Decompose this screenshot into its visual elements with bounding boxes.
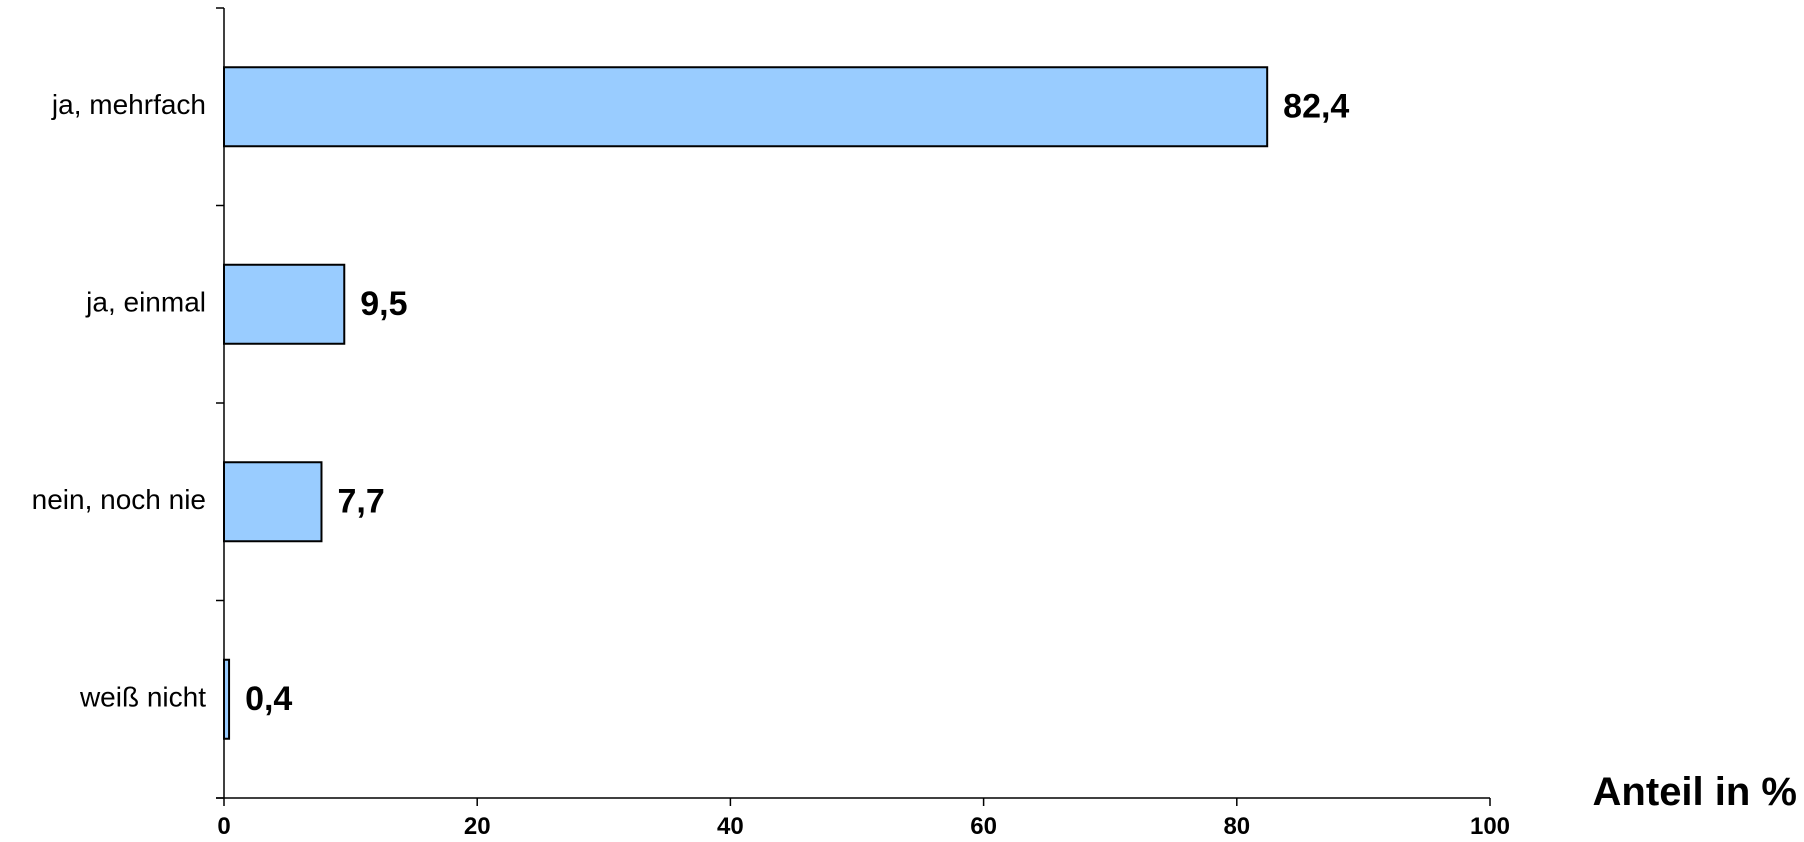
bar — [223, 658, 231, 740]
x-tick-label: 0 — [217, 813, 230, 840]
bar — [223, 263, 346, 345]
value-label: 9,5 — [360, 285, 407, 323]
x-axis-title: Anteil in % — [1593, 770, 1797, 814]
x-tick-label: 100 — [1470, 813, 1510, 840]
value-label: 7,7 — [337, 483, 384, 521]
value-label: 82,4 — [1283, 88, 1349, 126]
category-label: ja, einmal — [85, 287, 206, 318]
x-tick-label: 40 — [717, 813, 744, 840]
axes-layer — [216, 7, 1491, 806]
bar — [223, 461, 323, 543]
bar — [223, 66, 1269, 148]
x-tick-label: 20 — [464, 813, 491, 840]
labels-layer: ja, mehrfach 82,4 ja, einmal 9,5 nein, noch … — [32, 88, 1510, 840]
bars-layer — [223, 66, 1269, 740]
category-label: weiß nicht — [79, 682, 206, 713]
category-label: nein, noch nie — [32, 484, 206, 515]
x-tick-label: 60 — [970, 813, 997, 840]
value-label: 0,4 — [245, 680, 292, 718]
x-tick-label: 80 — [1223, 813, 1250, 840]
category-label: ja, mehrfach — [51, 89, 206, 120]
